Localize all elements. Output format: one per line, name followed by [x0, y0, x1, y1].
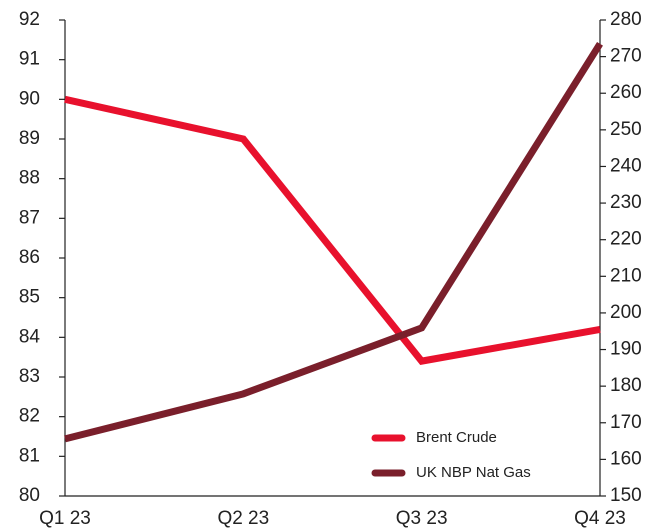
y-tick-label: 85 — [19, 287, 40, 308]
y2-tick-label: 270 — [610, 46, 642, 67]
legend-label: Brent Crude — [416, 429, 497, 446]
y-tick-label: 88 — [19, 168, 40, 189]
y2-tick-label: 240 — [610, 155, 642, 176]
series-line — [64, 41, 603, 443]
y-tick-label: 84 — [19, 326, 41, 347]
y2-tick-label: 220 — [610, 229, 642, 250]
y2-tick-label: 190 — [610, 339, 642, 360]
y2-tick-label: 230 — [610, 192, 642, 213]
y-tick-label: 90 — [19, 88, 40, 109]
series-line — [64, 95, 601, 365]
y-tick-label: 91 — [19, 49, 40, 70]
y-tick-label: 86 — [19, 247, 40, 268]
y-tick-label: 92 — [19, 9, 40, 30]
y2-tick-label: 200 — [610, 302, 642, 323]
y-tick-label: 80 — [19, 485, 40, 506]
x-tick-label: Q1 23 — [39, 508, 91, 529]
x-tick-label: Q4 23 — [574, 508, 626, 529]
y2-tick-label: 180 — [610, 375, 642, 396]
y-tick-label: 81 — [19, 445, 40, 466]
y-tick-label: 82 — [19, 406, 40, 427]
y2-tick-label: 260 — [610, 82, 642, 103]
x-tick-label: Q3 23 — [396, 508, 448, 529]
y2-tick-label: 160 — [610, 448, 642, 469]
y2-tick-label: 250 — [610, 119, 642, 140]
y-tick-label: 87 — [19, 207, 40, 228]
x-tick-label: Q2 23 — [217, 508, 269, 529]
y2-tick-label: 280 — [610, 9, 642, 30]
y2-tick-label: 150 — [610, 485, 642, 506]
y-tick-label: 89 — [19, 128, 40, 149]
y-tick-label: 83 — [19, 366, 40, 387]
y2-tick-label: 170 — [610, 412, 642, 433]
y2-tick-label: 210 — [610, 265, 642, 286]
legend-label: UK NBP Nat Gas — [416, 464, 531, 481]
